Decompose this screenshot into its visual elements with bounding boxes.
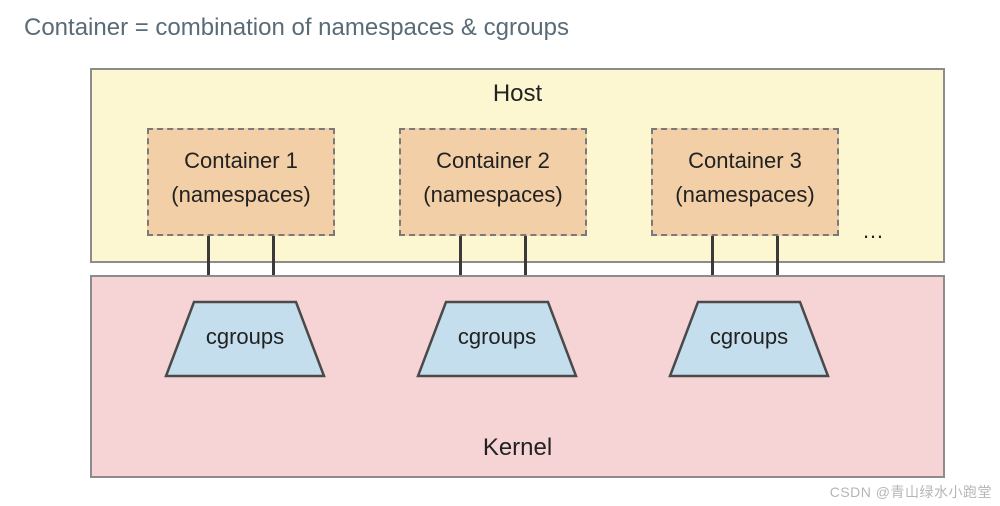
cgroups-label: cgroups — [416, 324, 578, 350]
container-3-title: Container 3 — [653, 144, 837, 178]
host-label: Host — [92, 80, 943, 108]
container-box-3: Container 3 (namespaces) — [651, 128, 839, 236]
cgroups-label: cgroups — [164, 324, 326, 350]
cgroups-label: cgroups — [668, 324, 830, 350]
cgroups-shape-3: cgroups — [668, 300, 830, 378]
container-box-2: Container 2 (namespaces) — [399, 128, 587, 236]
cgroups-shape-2: cgroups — [416, 300, 578, 378]
cgroups-shape-1: cgroups — [164, 300, 326, 378]
containers-ellipsis: … — [862, 218, 884, 244]
page-title: Container = combination of namespaces & … — [24, 14, 569, 42]
container-2-sub: (namespaces) — [401, 178, 585, 212]
architecture-diagram: Host Container 1 (namespaces) Container … — [90, 68, 945, 478]
container-2-title: Container 2 — [401, 144, 585, 178]
container-1-sub: (namespaces) — [149, 178, 333, 212]
container-1-title: Container 1 — [149, 144, 333, 178]
watermark-text: CSDN @青山绿水小跑堂 — [830, 482, 992, 502]
container-box-1: Container 1 (namespaces) — [147, 128, 335, 236]
kernel-label: Kernel — [92, 434, 943, 462]
container-3-sub: (namespaces) — [653, 178, 837, 212]
